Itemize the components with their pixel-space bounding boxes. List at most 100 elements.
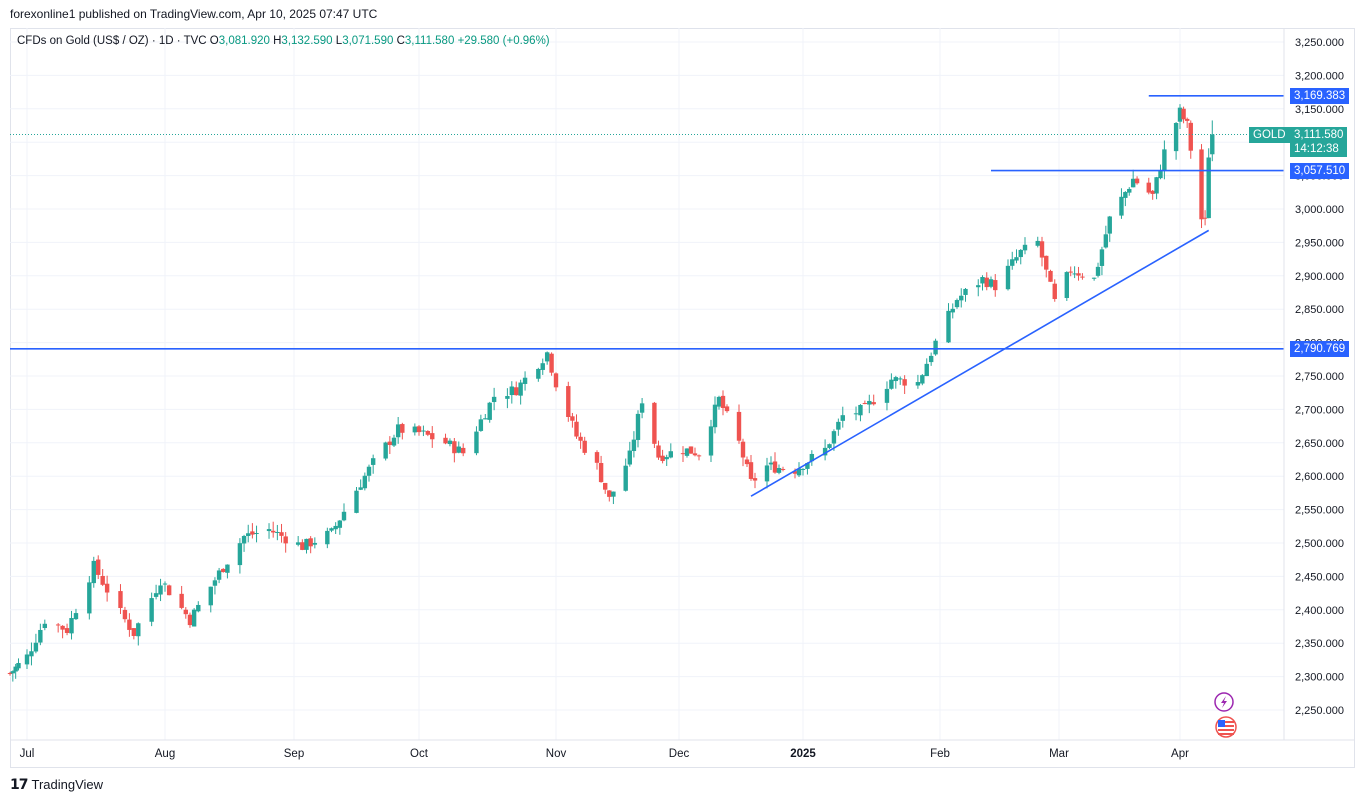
price-tick-label: 3,150.000 xyxy=(1295,104,1344,116)
candle-body xyxy=(980,277,985,284)
candle-body xyxy=(55,624,61,626)
candle-body xyxy=(963,288,968,295)
candle-body xyxy=(104,583,110,593)
high-key: H xyxy=(273,35,282,47)
candle-body xyxy=(831,431,837,444)
candle-body xyxy=(387,441,393,445)
candle-body xyxy=(221,568,226,573)
candle-body xyxy=(696,455,702,457)
candle-body xyxy=(304,538,309,550)
candle-body xyxy=(623,465,628,491)
price-tick-label: 2,600.000 xyxy=(1295,471,1344,483)
candle-body xyxy=(383,442,388,459)
low-key: L xyxy=(335,35,343,47)
candle-body xyxy=(153,593,159,597)
candle-body xyxy=(1095,266,1101,276)
symbol-legend[interactable]: CFDs on Gold (US$ / OZ) · 1D · TVC O3,08… xyxy=(17,35,550,47)
candle-body xyxy=(536,368,541,379)
candle-body xyxy=(341,511,347,521)
candle-body xyxy=(13,666,18,672)
time-axis[interactable]: Jul Aug Sep Oct Nov Dec 2025 Feb Mar Apr xyxy=(10,739,1355,760)
candle-body xyxy=(1099,249,1105,266)
candle-body xyxy=(430,433,435,440)
level-price-tag-mid[interactable]: 3,057.510 xyxy=(1290,162,1350,179)
candle-body xyxy=(748,462,754,479)
candle-body xyxy=(1068,271,1073,273)
month-tick-label: Aug xyxy=(155,748,175,760)
us-flag-icon[interactable] xyxy=(1215,716,1237,738)
candle-body xyxy=(1052,283,1057,300)
candle-body xyxy=(241,535,247,544)
candle-body xyxy=(96,559,101,575)
candle-body xyxy=(166,585,172,596)
candle-body xyxy=(598,462,604,483)
candle-body xyxy=(928,355,934,363)
candle-body xyxy=(73,613,79,620)
candle-body xyxy=(366,466,372,476)
candle-body xyxy=(42,623,48,629)
candle-body xyxy=(416,426,422,433)
lightning-icon[interactable] xyxy=(1214,692,1234,712)
candle-body xyxy=(312,542,318,545)
candle-body xyxy=(279,532,284,536)
candle-body xyxy=(1146,182,1151,193)
candle-body xyxy=(656,445,661,458)
price-tick-label: 2,350.000 xyxy=(1295,638,1344,650)
candle-body xyxy=(578,436,583,441)
grid xyxy=(10,28,1284,740)
level-price-tag-low[interactable]: 2,790.769 xyxy=(1290,340,1350,357)
trendline[interactable] xyxy=(750,229,1210,497)
candle-body xyxy=(162,583,168,585)
price-tick-label: 2,850.000 xyxy=(1295,304,1344,316)
candle-body xyxy=(266,529,272,532)
candle-body xyxy=(358,487,363,490)
candle-body xyxy=(131,628,137,636)
candle-body xyxy=(29,651,34,657)
candle-body xyxy=(38,629,43,643)
last-price-tag: 3,111.580 14:12:38 xyxy=(1290,127,1348,158)
candle-body xyxy=(570,416,575,421)
candle-body xyxy=(118,591,123,609)
candle-body xyxy=(362,475,368,489)
candle-body xyxy=(594,452,600,463)
candle-body xyxy=(1048,270,1053,282)
tradingview-logo[interactable]: 𝟭𝟳 TradingView xyxy=(10,776,103,793)
candle-body xyxy=(283,536,288,544)
candle-body xyxy=(1076,273,1081,276)
candle-body xyxy=(329,528,334,531)
candle-body xyxy=(652,402,657,444)
candle-body xyxy=(544,352,550,362)
candle-body xyxy=(250,531,255,535)
event-icons[interactable] xyxy=(1214,692,1237,738)
candle-body xyxy=(295,542,301,545)
candle-body xyxy=(950,308,955,313)
candle-body xyxy=(246,533,251,536)
price-tick-label: 2,500.000 xyxy=(1295,538,1344,550)
candle-body xyxy=(270,530,276,533)
candle-body xyxy=(10,671,16,674)
candle-body xyxy=(668,451,673,458)
candle-body xyxy=(639,403,645,413)
candle-body xyxy=(805,463,810,469)
candle-body xyxy=(809,453,815,462)
candle-body xyxy=(582,440,587,453)
candle-body xyxy=(840,415,845,421)
candle-body xyxy=(924,363,929,377)
drawings[interactable] xyxy=(10,95,1284,497)
candle-body xyxy=(1103,234,1109,248)
candle-body xyxy=(549,353,554,373)
candle-body xyxy=(158,585,163,595)
level-price-tag-top[interactable]: 3,169.383 xyxy=(1290,87,1350,104)
candle-body xyxy=(487,402,492,420)
candle-body xyxy=(400,424,405,433)
candle-body xyxy=(87,582,92,614)
candle-body xyxy=(491,396,497,403)
price-axis[interactable]: 2,250.000 2,300.000 2,350.000 2,400.000 2,45… xyxy=(1283,28,1344,740)
candle-body xyxy=(395,424,401,438)
candle-body xyxy=(1177,107,1183,122)
candle-body xyxy=(483,418,488,420)
symbol-name[interactable]: CFDs on Gold (US$ / OZ) · 1D · TVC xyxy=(17,35,207,47)
candle-body xyxy=(122,609,128,620)
candle-body xyxy=(100,575,105,585)
